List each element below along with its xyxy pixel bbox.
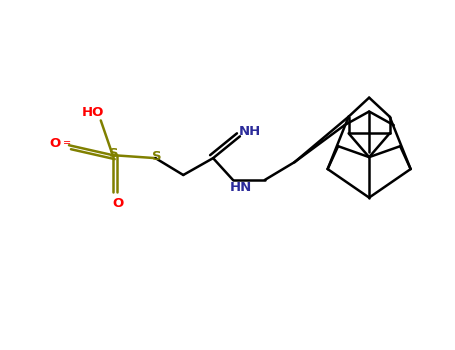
Text: S: S (109, 147, 118, 160)
Text: NH: NH (239, 125, 261, 138)
Text: O: O (112, 197, 123, 210)
Text: O: O (50, 137, 61, 150)
Text: HN: HN (230, 181, 252, 194)
Text: S: S (152, 150, 161, 163)
Text: HO: HO (81, 106, 104, 119)
Text: =: = (63, 138, 71, 148)
